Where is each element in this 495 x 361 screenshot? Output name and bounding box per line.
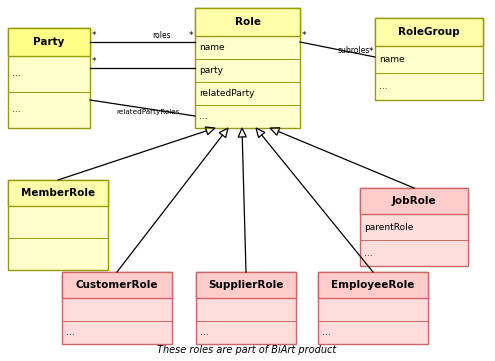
Text: party: party bbox=[199, 66, 223, 75]
Text: MemberRole: MemberRole bbox=[21, 188, 95, 198]
Text: roles: roles bbox=[152, 31, 171, 40]
Text: Role: Role bbox=[235, 17, 260, 27]
Text: parentRole: parentRole bbox=[364, 222, 413, 231]
Bar bbox=[62, 272, 172, 298]
Bar bbox=[195, 8, 300, 128]
Text: These roles are part of BiArt product: These roles are part of BiArt product bbox=[157, 345, 337, 355]
Bar bbox=[62, 272, 172, 344]
Text: *: * bbox=[302, 31, 306, 40]
Text: relatedPartyRoles: relatedPartyRoles bbox=[116, 109, 180, 115]
Bar bbox=[318, 272, 428, 344]
Bar bbox=[8, 28, 90, 128]
Bar bbox=[375, 18, 483, 46]
Text: subroles: subroles bbox=[338, 46, 370, 55]
Bar bbox=[360, 188, 468, 214]
Text: Party: Party bbox=[33, 37, 65, 47]
Text: JobRole: JobRole bbox=[392, 196, 436, 206]
Bar bbox=[8, 180, 108, 270]
Bar bbox=[196, 272, 296, 344]
Text: ...: ... bbox=[199, 112, 207, 121]
Bar bbox=[8, 28, 90, 56]
Text: EmployeeRole: EmployeeRole bbox=[331, 280, 415, 290]
Text: RoleGroup: RoleGroup bbox=[398, 27, 460, 37]
Text: name: name bbox=[199, 43, 225, 52]
Text: ...: ... bbox=[379, 82, 388, 91]
Text: ...: ... bbox=[12, 105, 21, 114]
Text: *: * bbox=[189, 31, 193, 40]
Text: *: * bbox=[92, 31, 97, 40]
Bar bbox=[318, 272, 428, 298]
Text: ...: ... bbox=[66, 328, 75, 337]
Text: ...: ... bbox=[200, 328, 208, 337]
Bar bbox=[8, 180, 108, 206]
Text: relatedParty: relatedParty bbox=[199, 89, 254, 98]
Text: ...: ... bbox=[322, 328, 331, 337]
Text: name: name bbox=[379, 55, 404, 64]
Bar bbox=[375, 18, 483, 100]
Text: CustomerRole: CustomerRole bbox=[76, 280, 158, 290]
Bar bbox=[195, 8, 300, 36]
Text: *: * bbox=[92, 57, 97, 66]
Text: SupplierRole: SupplierRole bbox=[208, 280, 284, 290]
Bar bbox=[360, 188, 468, 266]
Text: ...: ... bbox=[12, 70, 21, 78]
Bar bbox=[196, 272, 296, 298]
Text: ...: ... bbox=[364, 248, 373, 257]
Text: *: * bbox=[368, 47, 373, 56]
